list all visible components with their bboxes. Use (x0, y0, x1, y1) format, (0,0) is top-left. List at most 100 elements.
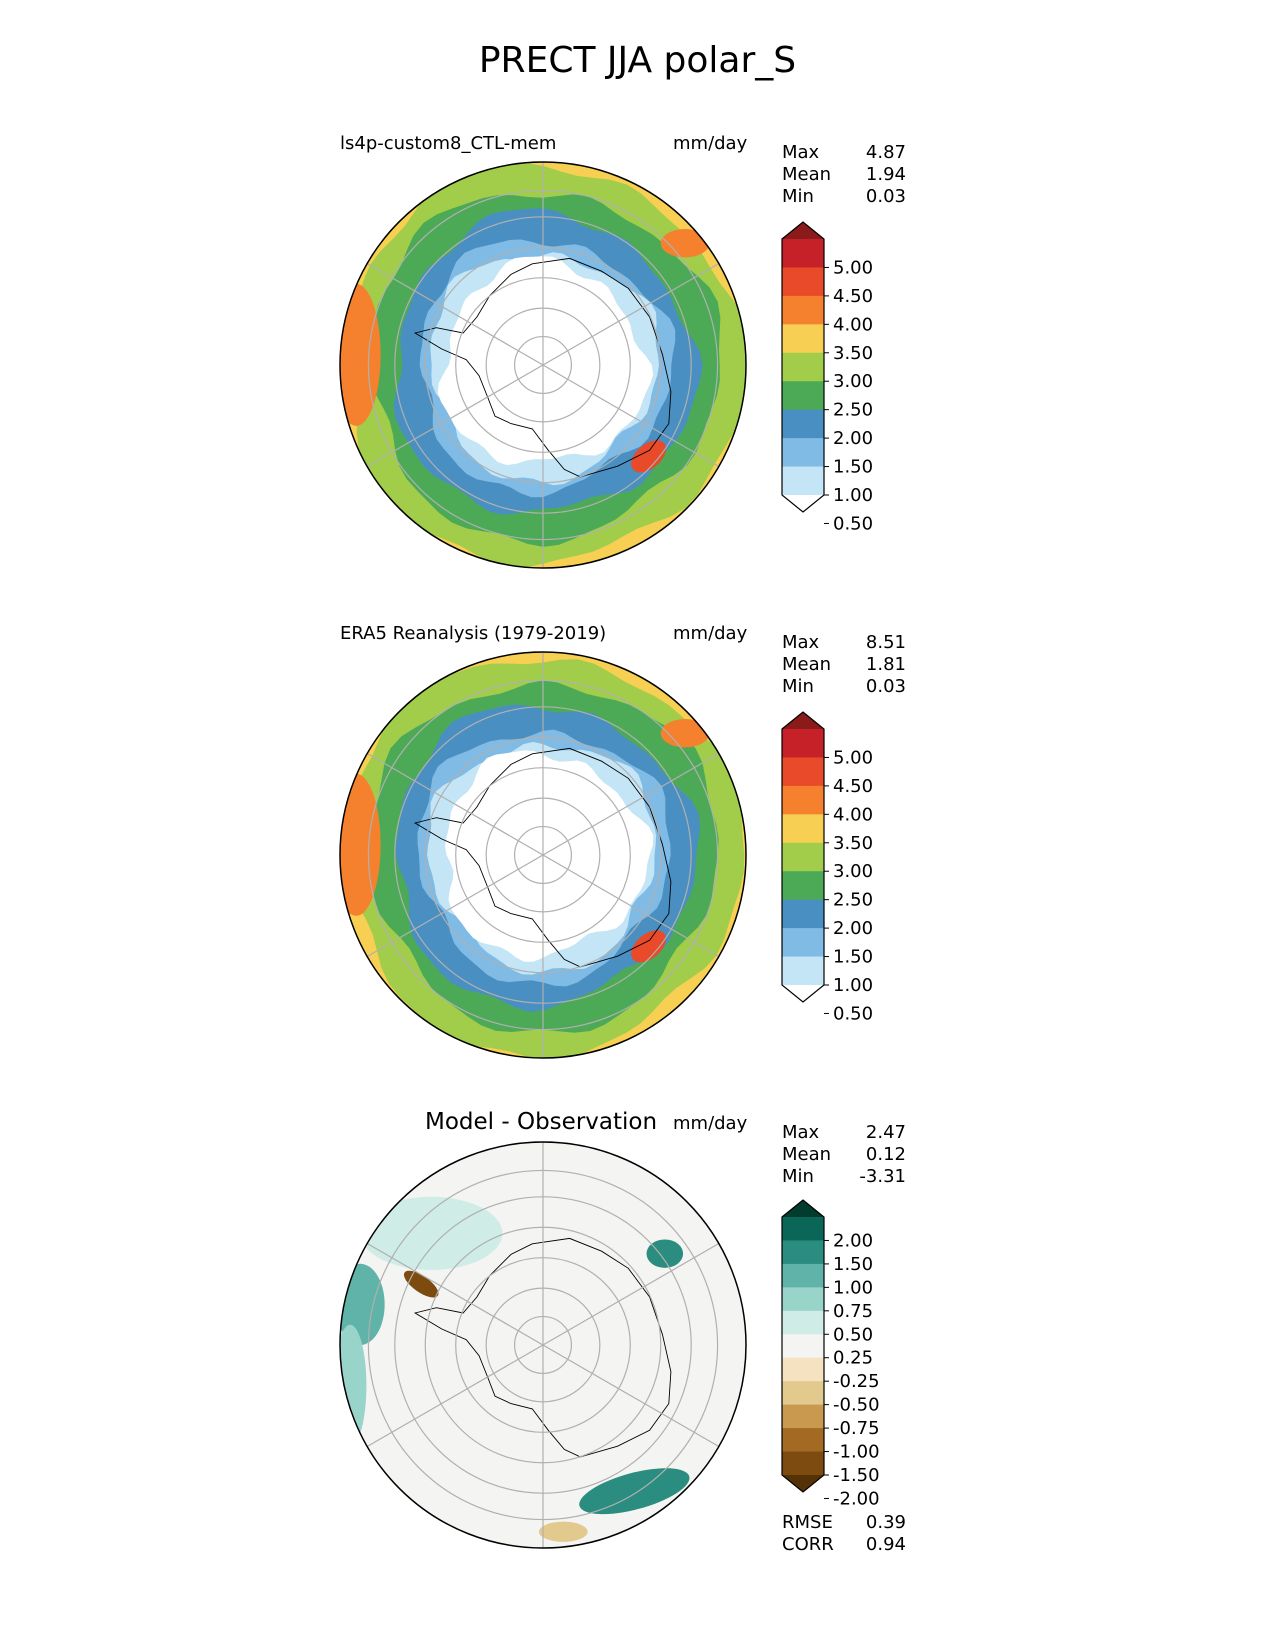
diff-patch (579, 1468, 690, 1515)
colorbar-segment (782, 785, 824, 815)
map-field-3 (340, 1142, 746, 1548)
diff-patch (360, 1196, 503, 1270)
colorbar-tick-label: 3.00 (833, 861, 873, 882)
panel-3-stat-value-max: 2.47 (865, 1122, 906, 1143)
colorbar-extend-max (782, 222, 824, 239)
field-high-north (660, 718, 710, 748)
colorbar-extend-min (782, 985, 824, 1002)
colorbar-segment (782, 1334, 824, 1359)
colorbar-segment (782, 928, 824, 958)
field-band (437, 256, 654, 465)
colorbar-tick-label: 0.50 (833, 513, 873, 534)
colorbar-segment (782, 438, 824, 468)
panel-3-stat-value-mean: 0.12 (865, 1144, 906, 1165)
panel-2-stat-value-max: 8.51 (865, 632, 906, 653)
panel-2-stat-value-mean: 1.81 (865, 654, 906, 675)
colorbar-segment (782, 1451, 824, 1476)
colorbar-tick-label: 1.50 (833, 1254, 873, 1275)
map-panel-2 (339, 651, 747, 1059)
panel-1-stat-label-min: Min (782, 186, 814, 207)
panel-3-stat-label-min: Min (782, 1166, 814, 1187)
colorbar-extend-min (782, 495, 824, 512)
colorbar-segment (782, 899, 824, 929)
panel-3-stat-label-mean: Mean (782, 1144, 832, 1165)
colorbar-segment (782, 1404, 824, 1429)
panel-1-stat-label-max: Max (782, 142, 820, 163)
panel-3-title: Model - Observation (425, 1109, 658, 1135)
colorbar-segment (782, 1217, 824, 1241)
colorbar-tick-label: 3.50 (833, 343, 873, 364)
colorbar-tick-label: 0.50 (833, 1003, 873, 1024)
panel-3-metric-label-corr: CORR (782, 1534, 834, 1555)
diff-patch (538, 1521, 588, 1542)
panel-3-metric-label-rmse: RMSE (782, 1512, 833, 1533)
map-field-1 (340, 162, 746, 568)
diff-patch (403, 1270, 439, 1298)
colorbar-segment (782, 871, 824, 901)
colorbar-tick-label: 1.00 (833, 975, 873, 996)
panel-1-units: mm/day (673, 133, 748, 154)
colorbar-segment (782, 1357, 824, 1382)
colorbar-segment (782, 1287, 824, 1312)
colorbar-segment (782, 1428, 824, 1453)
colorbar-tick-label: -1.50 (833, 1465, 880, 1486)
colorbar-segment (782, 239, 824, 268)
colorbar-segment (782, 729, 824, 758)
panel-2-title: ERA5 Reanalysis (1979-2019) (340, 623, 607, 644)
colorbar-tick-label: 5.00 (833, 257, 873, 278)
colorbar-tick-label: 0.75 (833, 1301, 873, 1322)
colorbar-segment (782, 842, 824, 872)
panel-3-stat-label-max: Max (782, 1122, 820, 1143)
map-boundary (339, 651, 747, 1059)
panel-1-stat-value-mean: 1.94 (865, 164, 906, 185)
diff-patch (646, 1239, 684, 1268)
colorbar-tick-label: 4.00 (833, 804, 873, 825)
map-panel-1 (339, 161, 747, 569)
longitude-gridline (366, 752, 720, 958)
colorbar-segment (782, 466, 824, 496)
longitude-gridline (366, 262, 720, 468)
panel-3-metric-value-rmse: 0.39 (865, 1512, 906, 1533)
colorbar-tick-label: 5.00 (833, 747, 873, 768)
colorbar-tick-label: 2.00 (833, 1230, 873, 1251)
panel-1-stat-label-mean: Mean (782, 164, 832, 185)
colorbar-tick-label: 0.50 (833, 1324, 873, 1345)
diff-patch (340, 1324, 367, 1447)
colorbar-segment (782, 1263, 824, 1288)
field-band (445, 750, 654, 962)
colorbar-tick-label: 2.50 (833, 400, 873, 421)
colorbar-tick-label: 2.00 (833, 918, 873, 939)
map-boundary (339, 161, 747, 569)
colorbar-segment (782, 1310, 824, 1335)
map-boundary (339, 1141, 747, 1549)
colorbar-tick-label: 1.00 (833, 1277, 873, 1298)
colorbar-tick-label: 2.00 (833, 428, 873, 449)
colorbar-2: 5.00 4.50 4.00 3.50 3.00 2.50 2.00 1.50 1.00 0.50 (781, 711, 873, 1024)
map-field-2 (340, 652, 746, 1058)
colorbar-extend-min (782, 1475, 824, 1492)
colorbar-3: 2.00 1.501.00 0.750.50 0.25-0.25 -0.50-0.75 -… (781, 1199, 880, 1509)
antarctica-coastline (413, 747, 672, 968)
colorbar-tick-label: 4.50 (833, 776, 873, 797)
panel-2-units: mm/day (673, 623, 748, 644)
longitude-gridline (366, 1242, 720, 1448)
panel-2-stat-label-min: Min (782, 676, 814, 697)
colorbar-extend-max (782, 712, 824, 729)
panel-3-stat-value-min: -3.31 (859, 1166, 906, 1187)
colorbar-tick-label: 3.50 (833, 833, 873, 854)
field-high-east (631, 440, 666, 473)
map-panel-3 (339, 1141, 747, 1549)
colorbar-tick-label: -1.00 (833, 1442, 880, 1463)
colorbar-segment (782, 295, 824, 325)
field-high-north (660, 228, 710, 258)
colorbar-tick-label: 2.50 (833, 890, 873, 911)
colorbar-segment (782, 381, 824, 411)
colorbar-segment (782, 324, 824, 354)
colorbar-tick-label: 1.50 (833, 457, 873, 478)
panel-2-stat-label-mean: Mean (782, 654, 832, 675)
colorbar-tick-label: 4.50 (833, 286, 873, 307)
colorbar-extend-max (782, 1200, 824, 1217)
antarctica-coastline (413, 1237, 672, 1458)
colorbar-segment (782, 814, 824, 844)
